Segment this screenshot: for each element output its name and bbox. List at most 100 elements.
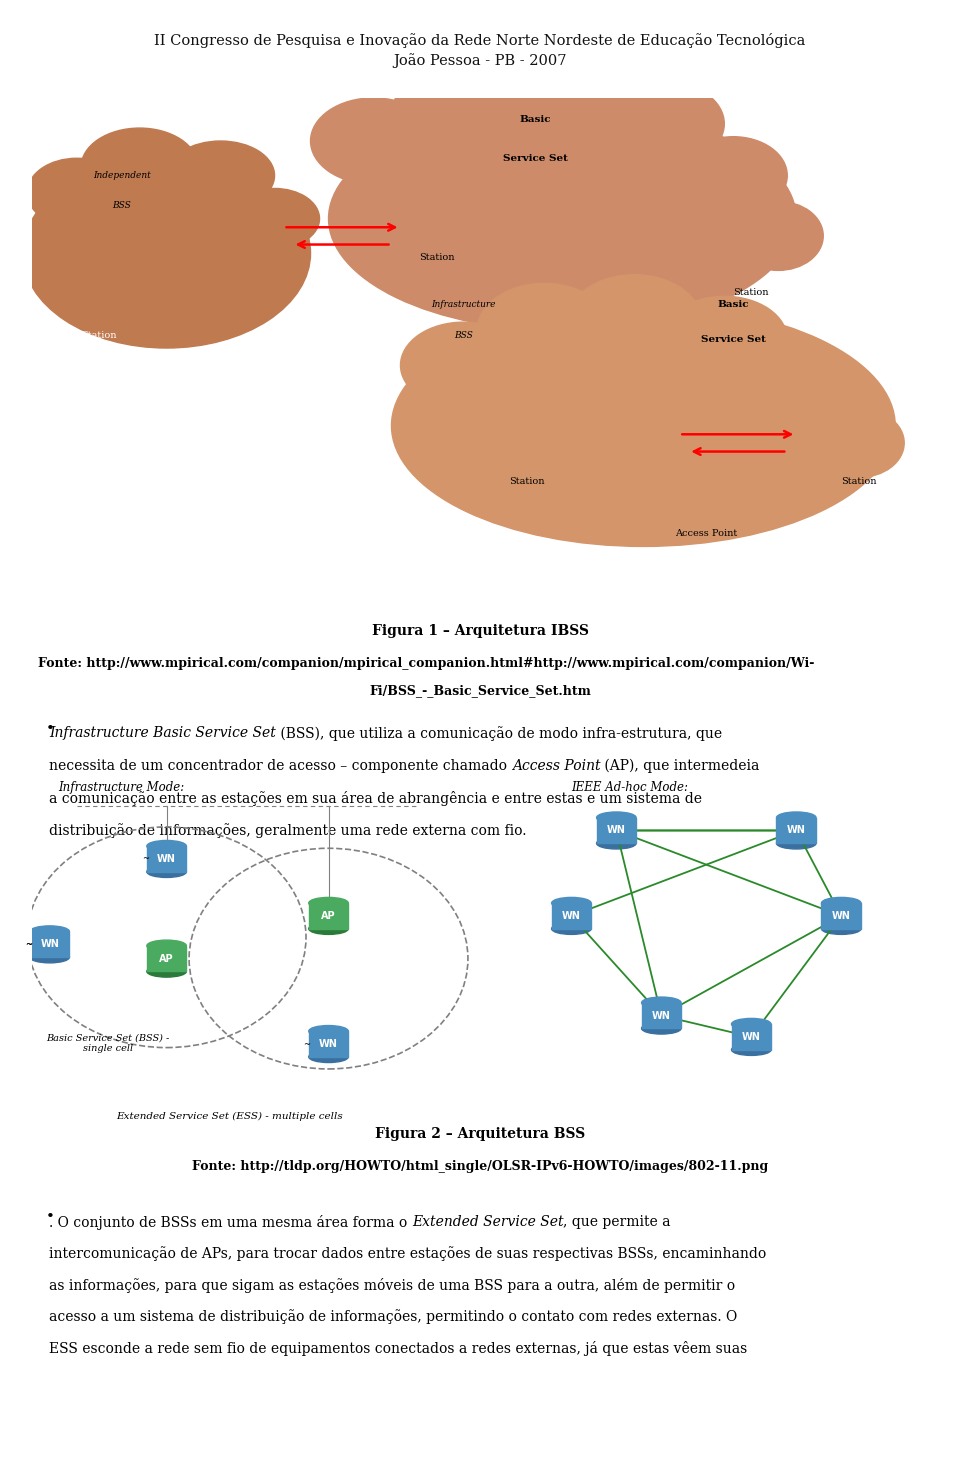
Text: necessita de um concentrador de acesso – componente chamado: necessita de um concentrador de acesso –… [49,759,512,773]
Text: WN: WN [607,826,626,835]
Text: ~: ~ [303,1040,310,1048]
Text: ~: ~ [25,940,32,949]
Ellipse shape [733,202,824,270]
Ellipse shape [310,98,437,184]
Text: Fonte: http://www.mpirical.com/companion/mpirical_companion.html#http://www.mpir: Fonte: http://www.mpirical.com/companion… [38,657,815,670]
Text: WN: WN [562,911,581,921]
Ellipse shape [309,897,348,909]
Text: WN: WN [40,939,60,949]
Ellipse shape [732,1044,771,1056]
Bar [309,1031,348,1057]
Bar [641,1003,682,1028]
Ellipse shape [147,965,186,977]
Text: BSS: BSS [112,202,131,211]
Ellipse shape [641,1023,682,1034]
Text: •: • [45,722,55,736]
Text: acesso a um sistema de distribuição de informações, permitindo o contato com red: acesso a um sistema de distribuição de i… [49,1309,737,1324]
Text: II Congresso de Pesquisa e Inovação da Rede Norte Nordeste de Educação Tecnológi: II Congresso de Pesquisa e Inovação da R… [155,33,805,47]
Text: ESS esconde a rede sem fio de equipamentos conectados a redes externas, já que e: ESS esconde a rede sem fio de equipament… [49,1341,748,1355]
Text: a comunicação entre as estações em sua área de abrangência e entre estas e um si: a comunicação entre as estações em sua á… [49,790,702,807]
Ellipse shape [596,838,636,848]
Text: WN: WN [831,911,851,921]
Text: •: • [45,1210,55,1223]
Ellipse shape [661,297,787,383]
Text: Figura 1 – Arquitetura IBSS: Figura 1 – Arquitetura IBSS [372,624,588,638]
Text: João Pessoa - PB - 2007: João Pessoa - PB - 2007 [394,53,566,68]
Ellipse shape [309,1026,348,1037]
Ellipse shape [814,408,904,478]
Ellipse shape [392,64,536,168]
Text: distribuição de informações, geralmente uma rede externa com fio.: distribuição de informações, geralmente … [49,823,527,838]
Ellipse shape [30,925,69,937]
Text: Access Point: Access Point [512,759,600,773]
Text: AP: AP [322,911,336,921]
Bar [30,931,69,957]
Bar [822,903,861,928]
Text: Station: Station [733,288,769,297]
Ellipse shape [495,59,630,154]
Ellipse shape [167,141,275,211]
Text: ~: ~ [25,940,32,949]
Ellipse shape [229,188,320,249]
Text: intercomunicação de APs, para trocar dados entre estações de suas respectivas BS: intercomunicação de APs, para trocar dad… [49,1246,766,1261]
Ellipse shape [27,159,126,227]
Text: WN: WN [319,1040,338,1048]
Ellipse shape [598,80,724,168]
Text: WN: WN [157,854,176,865]
Text: Basic: Basic [717,301,749,310]
Ellipse shape [567,274,702,369]
Text: (AP), que intermedeia: (AP), que intermedeia [600,759,759,773]
Ellipse shape [147,866,186,878]
Text: AP: AP [159,954,174,964]
Ellipse shape [30,952,69,962]
Text: Extended Service Set (ESS) - multiple cells: Extended Service Set (ESS) - multiple ce… [116,1112,343,1121]
Text: IEEE Ad-hoc Mode:: IEEE Ad-hoc Mode: [571,780,688,793]
Ellipse shape [777,813,816,823]
Text: Basic: Basic [519,116,551,125]
Bar [309,903,348,928]
Text: Independent: Independent [93,171,151,179]
Ellipse shape [328,107,796,331]
Text: Station: Station [509,478,544,486]
Text: Figura 2 – Arquitetura BSS: Figura 2 – Arquitetura BSS [374,1127,586,1140]
Text: Fi/BSS_-_Basic_Service_Set.htm: Fi/BSS_-_Basic_Service_Set.htm [369,684,591,697]
Bar [147,946,186,971]
Bar [147,847,186,872]
Text: , que permite a: , que permite a [564,1215,671,1229]
Bar [732,1025,771,1050]
Ellipse shape [147,841,186,851]
Text: Station: Station [82,331,117,340]
Text: Station: Station [842,478,877,486]
Text: Access Point: Access Point [675,529,737,538]
Ellipse shape [732,1019,771,1029]
Ellipse shape [392,305,896,546]
Text: Extended Service Set: Extended Service Set [412,1215,564,1229]
Text: BSS: BSS [454,331,473,340]
Text: WN: WN [652,1010,671,1020]
Text: Service Set: Service Set [503,154,568,163]
Text: WN: WN [787,826,805,835]
Text: (BSS), que utiliza a comunicação de modo infra-estrutura, que: (BSS), que utiliza a comunicação de modo… [276,727,722,742]
Ellipse shape [822,922,861,934]
Ellipse shape [147,940,186,952]
Ellipse shape [23,159,310,349]
Text: ~: ~ [142,854,149,863]
Ellipse shape [82,128,198,206]
Bar [552,903,591,928]
Ellipse shape [742,344,851,421]
Ellipse shape [552,897,591,909]
Ellipse shape [309,922,348,934]
Ellipse shape [822,897,861,909]
Text: Infrastructure Mode:: Infrastructure Mode: [59,780,185,793]
Text: WN: WN [742,1032,760,1043]
Ellipse shape [596,813,636,823]
Ellipse shape [477,283,612,378]
Ellipse shape [400,322,526,408]
Text: . O conjunto de BSSs em uma mesma área forma o: . O conjunto de BSSs em uma mesma área f… [49,1215,412,1229]
Ellipse shape [309,1051,348,1062]
Ellipse shape [680,136,787,215]
Text: Basic Service Set (BSS) -
single cell: Basic Service Set (BSS) - single cell [46,1034,170,1053]
Text: as informações, para que sigam as estações móveis de uma BSS para a outra, além : as informações, para que sigam as estaçõ… [49,1278,735,1293]
Text: Service Set: Service Set [701,335,766,344]
Ellipse shape [777,838,816,848]
